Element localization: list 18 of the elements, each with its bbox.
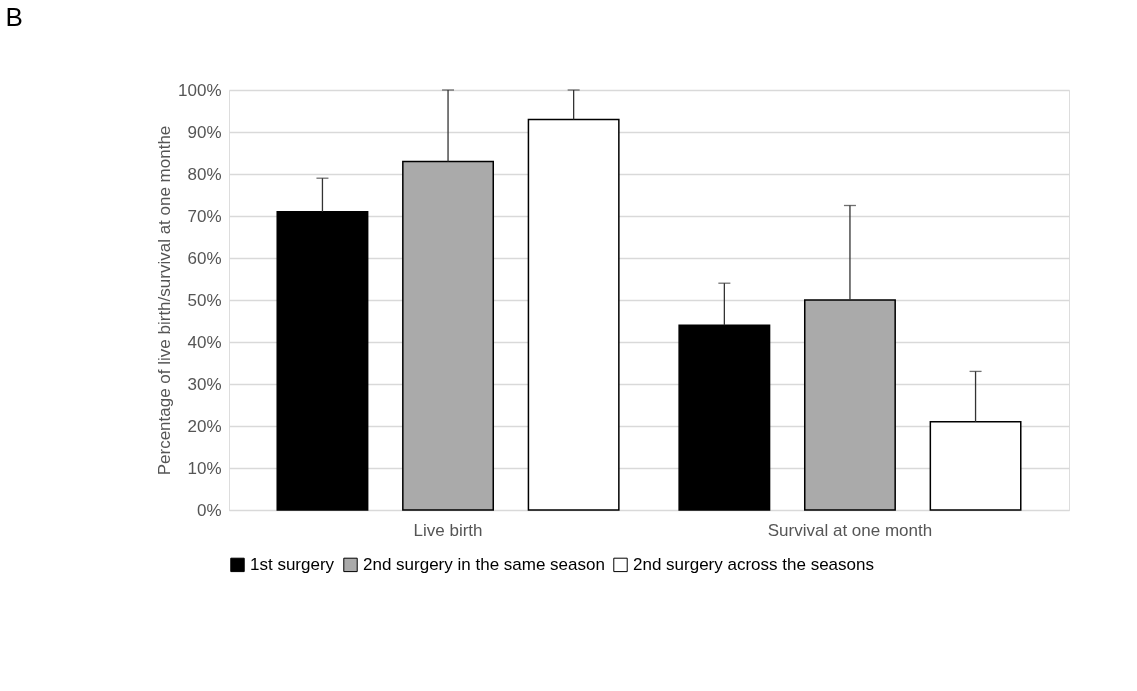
y-tick-label: 50% xyxy=(187,290,222,310)
y-tick-label: 30% xyxy=(187,374,222,394)
legend-label: 2nd surgery across the seasons xyxy=(633,554,874,574)
y-tick-label: 70% xyxy=(187,206,222,226)
legend-label: 2nd surgery in the same season xyxy=(363,554,605,574)
y-tick-label: 40% xyxy=(187,332,222,352)
y-tick-label: 10% xyxy=(187,458,222,478)
y-axis-title: Percentage of live birth/survival at one monthe xyxy=(155,125,175,476)
y-tick-label: 0% xyxy=(196,500,222,520)
y-tick-label: 60% xyxy=(187,248,222,268)
text: B xyxy=(5,2,23,32)
legend-label: 1st surgery xyxy=(250,554,335,574)
y-tick-label: 20% xyxy=(187,416,222,436)
x-tick-label: Live birth xyxy=(413,520,483,540)
x-tick-label: Survival at one month xyxy=(767,520,933,540)
y-tick-label: 90% xyxy=(187,122,222,142)
y-tick-label: 100% xyxy=(178,80,222,100)
y-tick-label: 80% xyxy=(187,164,222,184)
